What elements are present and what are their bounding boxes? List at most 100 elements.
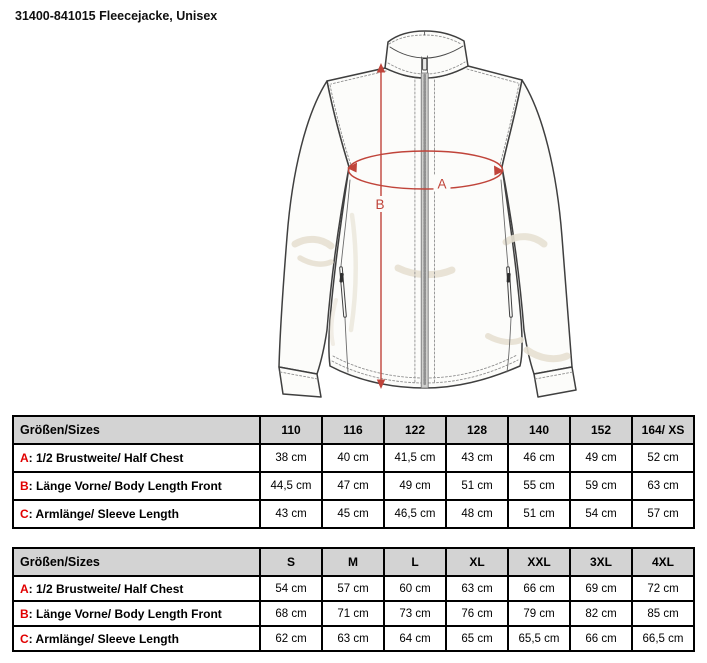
size-value-cell: 46,5 cm: [383, 499, 447, 529]
size-value-cell: 66 cm: [569, 625, 633, 652]
size-value-cell: 68 cm: [259, 600, 323, 627]
size-value-cell: 65,5 cm: [507, 625, 571, 652]
measurement-label-cell: A: 1/2 Brustweite/ Half Chest: [12, 443, 261, 473]
half-chest-measure-ellipse: [347, 150, 504, 190]
size-value-cell: 46 cm: [507, 443, 571, 473]
row-letter: B: [20, 479, 29, 493]
table-row-body-length: B: Länge Vorne/ Body Length Front 68 cm …: [12, 600, 695, 627]
size-value-cell: 51 cm: [507, 499, 571, 529]
size-value-cell: 71 cm: [321, 600, 385, 627]
size-value-cell: 54 cm: [259, 575, 323, 602]
row-label-text: : Armlänge/ Sleeve Length: [28, 507, 179, 521]
size-value-cell: 55 cm: [507, 471, 571, 501]
table-row-half-chest: A: 1/2 Brustweite/ Half Chest 54 cm 57 c…: [12, 575, 695, 602]
size-column-header: 152: [569, 415, 633, 445]
size-column-header: 3XL: [569, 547, 633, 577]
size-column-header: 140: [507, 415, 571, 445]
size-value-cell: 82 cm: [569, 600, 633, 627]
measure-label-a: A: [438, 177, 447, 192]
right-cuff: [533, 366, 577, 398]
size-value-cell: 64 cm: [383, 625, 447, 652]
size-column-header: 116: [321, 415, 385, 445]
row-label-text: : 1/2 Brustweite/ Half Chest: [28, 451, 184, 465]
size-value-cell: 66,5 cm: [631, 625, 695, 652]
size-value-cell: 54 cm: [569, 499, 633, 529]
size-value-cell: 47 cm: [321, 471, 385, 501]
page-title: 31400-841015 Fleecejacke, Unisex: [15, 9, 218, 23]
size-column-header: 164/ XS: [631, 415, 695, 445]
size-value-cell: 69 cm: [569, 575, 633, 602]
row-label-text: : Armlänge/ Sleeve Length: [28, 631, 179, 646]
table-corner-label: Größen/Sizes: [12, 547, 261, 577]
size-value-cell: 73 cm: [383, 600, 447, 627]
table-row-body-length: B: Länge Vorne/ Body Length Front 44,5 c…: [12, 471, 695, 501]
jacket-flat-sketch: A B: [278, 30, 577, 398]
measurement-annotations: A B: [347, 63, 504, 389]
size-value-cell: 45 cm: [321, 499, 385, 529]
measurement-label-cell: A: 1/2 Brustweite/ Half Chest: [12, 575, 261, 602]
left-pocket-zipper: [339, 266, 347, 318]
row-letter: C: [20, 507, 29, 521]
size-value-cell: 57 cm: [321, 575, 385, 602]
size-value-cell: 41,5 cm: [383, 443, 447, 473]
jacket-technical-drawing: A B: [250, 25, 670, 410]
size-value-cell: 43 cm: [259, 499, 323, 529]
size-column-header: 122: [383, 415, 447, 445]
size-column-header: L: [383, 547, 447, 577]
size-value-cell: 65 cm: [445, 625, 509, 652]
size-table-adult: Größen/Sizes S M L XL XXL 3XL 4XL A: 1/2…: [12, 547, 695, 652]
measurement-label-cell: B: Länge Vorne/ Body Length Front: [12, 471, 261, 501]
size-table-kids: Größen/Sizes 110 116 122 128 140 152 164…: [12, 415, 695, 529]
size-value-cell: 40 cm: [321, 443, 385, 473]
size-value-cell: 63 cm: [631, 471, 695, 501]
right-pocket-zipper: [506, 266, 513, 318]
size-value-cell: 49 cm: [383, 471, 447, 501]
size-value-cell: 63 cm: [321, 625, 385, 652]
size-value-cell: 72 cm: [631, 575, 695, 602]
size-column-header: 110: [259, 415, 323, 445]
size-column-header: M: [321, 547, 385, 577]
size-value-cell: 79 cm: [507, 600, 571, 627]
table-header-row: Größen/Sizes S M L XL XXL 3XL 4XL: [12, 547, 695, 577]
row-label-text: : Länge Vorne/ Body Length Front: [28, 479, 222, 493]
row-letter: A: [20, 451, 29, 465]
left-cuff: [278, 366, 322, 398]
size-value-cell: 44,5 cm: [259, 471, 323, 501]
table-header-row: Größen/Sizes 110 116 122 128 140 152 164…: [12, 415, 695, 445]
measurement-label-cell: B: Länge Vorne/ Body Length Front: [12, 600, 261, 627]
size-value-cell: 49 cm: [569, 443, 633, 473]
size-value-cell: 48 cm: [445, 499, 509, 529]
table-row-sleeve-length: C: Armlänge/ Sleeve Length 43 cm 45 cm 4…: [12, 499, 695, 529]
size-column-header: 4XL: [631, 547, 695, 577]
zipper-pull: [422, 58, 428, 71]
size-value-cell: 38 cm: [259, 443, 323, 473]
table-row-sleeve-length: C: Armlänge/ Sleeve Length 62 cm 63 cm 6…: [12, 625, 695, 652]
size-value-cell: 52 cm: [631, 443, 695, 473]
measurement-label-cell: C: Armlänge/ Sleeve Length: [12, 625, 261, 652]
size-column-header: XXL: [507, 547, 571, 577]
size-value-cell: 76 cm: [445, 600, 509, 627]
size-value-cell: 43 cm: [445, 443, 509, 473]
stand-collar: [384, 30, 469, 79]
measure-label-b: B: [376, 197, 385, 212]
row-label-text: : 1/2 Brustweite/ Half Chest: [28, 581, 184, 596]
size-column-header: S: [259, 547, 323, 577]
collar-inner-rim: [389, 45, 464, 59]
size-value-cell: 66 cm: [507, 575, 571, 602]
row-letter: B: [20, 606, 29, 621]
row-label-text: : Länge Vorne/ Body Length Front: [28, 606, 222, 621]
row-letter: C: [20, 631, 29, 646]
size-value-cell: 59 cm: [569, 471, 633, 501]
fabric-shading: [291, 212, 571, 363]
size-value-cell: 62 cm: [259, 625, 323, 652]
size-value-cell: 63 cm: [445, 575, 509, 602]
row-letter: A: [20, 581, 29, 596]
size-value-cell: 85 cm: [631, 600, 695, 627]
size-value-cell: 57 cm: [631, 499, 695, 529]
table-row-half-chest: A: 1/2 Brustweite/ Half Chest 38 cm 40 c…: [12, 443, 695, 473]
size-value-cell: 60 cm: [383, 575, 447, 602]
front-zipper: [414, 30, 435, 389]
size-value-cell: 51 cm: [445, 471, 509, 501]
size-column-header: 128: [445, 415, 509, 445]
